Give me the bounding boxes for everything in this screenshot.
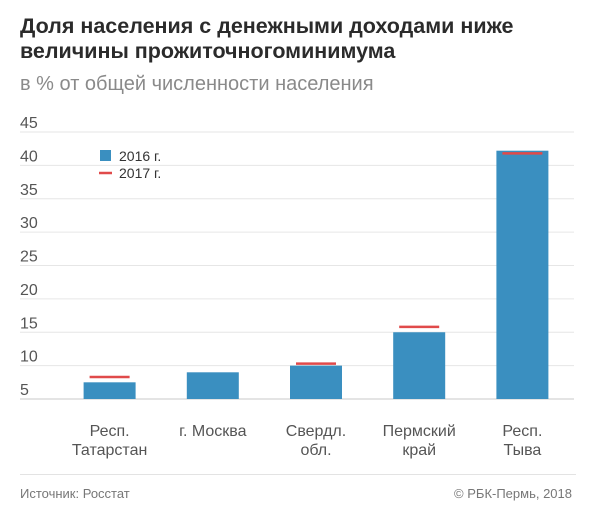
x-tick-label: Респ. <box>90 423 130 440</box>
bar-2016 <box>186 372 239 399</box>
legend-label-2017: 2017 г. <box>119 165 161 181</box>
bar-2016 <box>83 382 136 399</box>
x-tick-label: край <box>402 442 436 459</box>
x-tick-label: Тыва <box>504 442 542 459</box>
x-tick-label: обл. <box>300 442 331 459</box>
chart-subtitle: в % от общей численности населения <box>20 73 374 95</box>
y-tick-label: 35 <box>20 182 38 199</box>
footer-divider <box>20 474 576 475</box>
x-tick-label: Респ. <box>502 423 542 440</box>
x-tick-label: г. Москва <box>179 423 247 440</box>
chart-title: Доля населения с денежными доходами ниже… <box>20 14 514 63</box>
x-axis-labels: Респ. Татарстан г. Москва Свердл. обл. Пермск… <box>72 423 543 459</box>
bar-2016 <box>393 332 446 399</box>
grid-lines <box>20 131 574 400</box>
y-tick-label: 25 <box>20 249 38 266</box>
legend-swatch-2016 <box>100 150 111 161</box>
y-axis-ticks: 5 10 15 20 25 30 35 40 45 <box>20 115 38 399</box>
source-note: Источник: Росстат <box>20 486 130 501</box>
copyright-note: © РБК-Пермь, 2018 <box>454 486 572 501</box>
y-tick-label: 30 <box>20 215 38 232</box>
y-tick-label: 45 <box>20 115 38 132</box>
bar-2016 <box>290 365 342 399</box>
markers-2017 <box>89 152 543 379</box>
bar-2016 <box>496 150 549 399</box>
y-tick-label: 15 <box>20 315 38 332</box>
bar-chart: 5 10 15 20 25 30 35 40 45 Респ. Татарстан г. Москв… <box>20 115 574 459</box>
bars-2016 <box>83 150 549 399</box>
x-tick-label: Пермский <box>383 423 456 440</box>
y-tick-label: 10 <box>20 349 38 366</box>
x-tick-label: Татарстан <box>72 442 147 459</box>
y-tick-label: 5 <box>20 382 29 399</box>
y-tick-label: 20 <box>20 282 38 299</box>
legend-label-2016: 2016 г. <box>119 148 161 164</box>
x-tick-label: Свердл. <box>286 423 346 440</box>
y-tick-label: 40 <box>20 148 38 165</box>
legend: 2016 г.2017 г. <box>99 148 161 181</box>
